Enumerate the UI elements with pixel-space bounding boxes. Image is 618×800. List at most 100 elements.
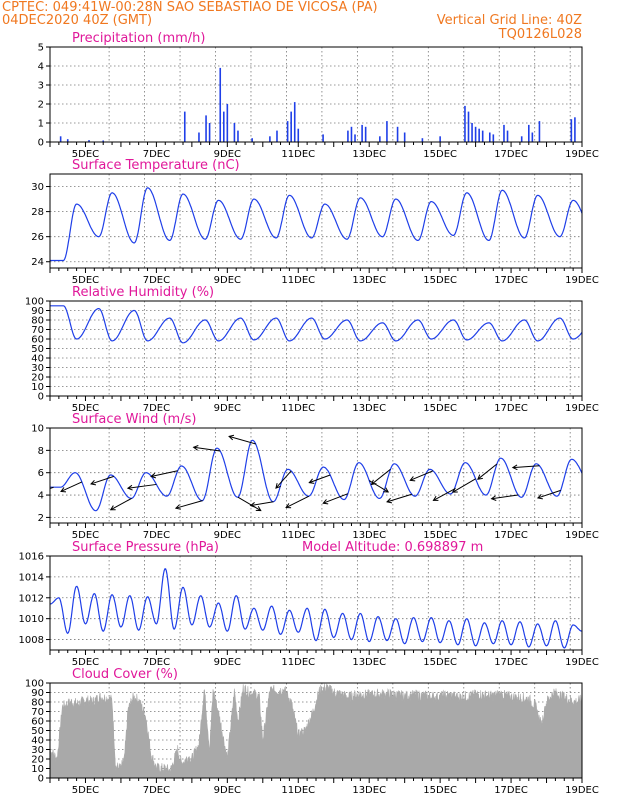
x-tick-label: 9DEC [214, 149, 241, 160]
x-tick-label: 5DEC [72, 657, 99, 668]
precip-bar [66, 139, 69, 142]
precip-bar [237, 130, 239, 142]
panel-frame [49, 427, 583, 524]
y-tick-label: 50 [31, 344, 44, 355]
wind-arrow-head [370, 479, 377, 486]
x-tick-label: 13DEC [352, 785, 386, 796]
y-tick-label: 1014 [19, 572, 44, 583]
x-tick-label: 5DEC [72, 275, 99, 286]
precip-bar [222, 111, 225, 142]
y-tick-label: 30 [31, 182, 44, 193]
x-tick-label: 11DEC [281, 785, 315, 796]
precip-bar [574, 117, 576, 142]
cloud-area [50, 683, 582, 778]
x-tick-label: 11DEC [281, 149, 315, 160]
series-line [50, 305, 582, 344]
x-tick-label: 15DEC [423, 403, 457, 414]
wind-arrow-head [109, 505, 116, 511]
y-tick-label: 2 [38, 513, 44, 524]
wind-arrow-shaft [127, 483, 157, 489]
x-tick-label: 7DEC [143, 275, 170, 286]
y-tick-label: 80 [31, 698, 44, 709]
wind-arrow-head [285, 503, 292, 509]
panel-wind: 2 4 6 8 10 5DEC 7DEC 9DEC 11DEC 13DEC 15DEC 17DEC 19… [31, 412, 599, 541]
precip-bar [226, 104, 229, 142]
panel-title: Surface Pressure (hPa) [72, 540, 219, 555]
precip-bar [233, 123, 236, 142]
plot-area [59, 67, 576, 142]
panel-title: Precipitation (mm/h) [72, 31, 205, 46]
panel-title: Cloud Cover (%) [72, 667, 178, 682]
wind-arrow-head [126, 484, 133, 491]
precip-bar [286, 121, 289, 142]
panel-title: Surface Wind (m/s) [72, 412, 196, 427]
wind-arrow-shaft [477, 463, 498, 480]
precip-bar [269, 136, 271, 142]
wind-arrow-head [383, 487, 390, 493]
series-line [50, 568, 582, 649]
wind-arrow-shaft [250, 501, 274, 507]
y-tick-label: 0 [38, 774, 44, 785]
precip-bar [506, 130, 509, 142]
x-tick-label: 5DEC [72, 530, 99, 541]
precip-bar [208, 123, 211, 142]
y-tick-label: 90 [31, 688, 44, 699]
precip-bar [350, 126, 353, 142]
wind-arrow-shaft [150, 470, 178, 477]
wind-arrow-shaft [309, 474, 331, 484]
panel-frame [49, 173, 583, 269]
wind-arrow-shaft [110, 497, 132, 511]
plot-area [50, 683, 582, 778]
wind-arrow-shaft [60, 481, 83, 492]
y-tick-label: 24 [31, 257, 44, 268]
y-tick-label: 4 [38, 491, 44, 502]
wind-arrow-head [174, 504, 181, 510]
precip-bar [492, 134, 495, 142]
y-tick-label: 1 [38, 119, 44, 130]
y-tick-label: 1008 [19, 635, 44, 646]
y-tick-label: 60 [31, 335, 44, 346]
precip-bar [205, 115, 207, 142]
x-tick-label: 9DEC [214, 657, 241, 668]
wind-arrow-shaft [433, 488, 455, 501]
panel-temperature: 24 26 28 30 5DEC 7DEC 9DEC 11DEC 13DEC 15DEC 17DEC… [31, 158, 599, 286]
wind-arrow-head [228, 434, 235, 441]
wind-arrow-head [490, 495, 497, 501]
precip-bar [293, 102, 296, 142]
wind-arrow-shaft [237, 496, 262, 511]
y-tick-label: 40 [31, 736, 44, 747]
x-tick-label: 17DEC [494, 785, 528, 796]
wind-arrow-shaft [410, 470, 434, 481]
precip-bar [364, 126, 367, 142]
x-tick-label: 11DEC [281, 530, 315, 541]
wind-arrow-head [308, 478, 315, 484]
series-line [50, 187, 582, 262]
panel-pressure: Model Altitude: 0.698897 m 1008 1010 1012 10… [19, 540, 599, 668]
x-tick-label: 7DEC [143, 149, 170, 160]
y-tick-label: 28 [31, 207, 44, 218]
y-tick-label: 26 [31, 232, 44, 243]
y-tick-label: 6 [38, 468, 44, 479]
x-tick-label: 19DEC [565, 657, 599, 668]
wind-arrow-head [409, 476, 416, 482]
x-tick-label: 13DEC [352, 275, 386, 286]
x-tick-label: 5DEC [72, 403, 99, 414]
x-tick-label: 11DEC [281, 657, 315, 668]
y-tick-label: 30 [31, 363, 44, 374]
plot-area [50, 187, 582, 262]
x-tick-label: 9DEC [214, 530, 241, 541]
panel-frame [49, 555, 583, 651]
y-tick-label: 100 [25, 679, 44, 690]
header-station: CPTEC: 049:41W-00:28N SAO SEBASTIAO DE V… [2, 0, 378, 15]
precip-bar [464, 105, 466, 142]
y-tick-label: 70 [31, 325, 44, 336]
y-tick-label: 8 [38, 446, 44, 457]
x-tick-label: 13DEC [352, 657, 386, 668]
x-tick-label: 15DEC [423, 785, 457, 796]
precip-bar [322, 134, 324, 142]
precip-bar [102, 140, 104, 142]
precip-bar [219, 67, 222, 142]
x-tick-label: 15DEC [423, 275, 457, 286]
x-tick-label: 17DEC [494, 403, 528, 414]
